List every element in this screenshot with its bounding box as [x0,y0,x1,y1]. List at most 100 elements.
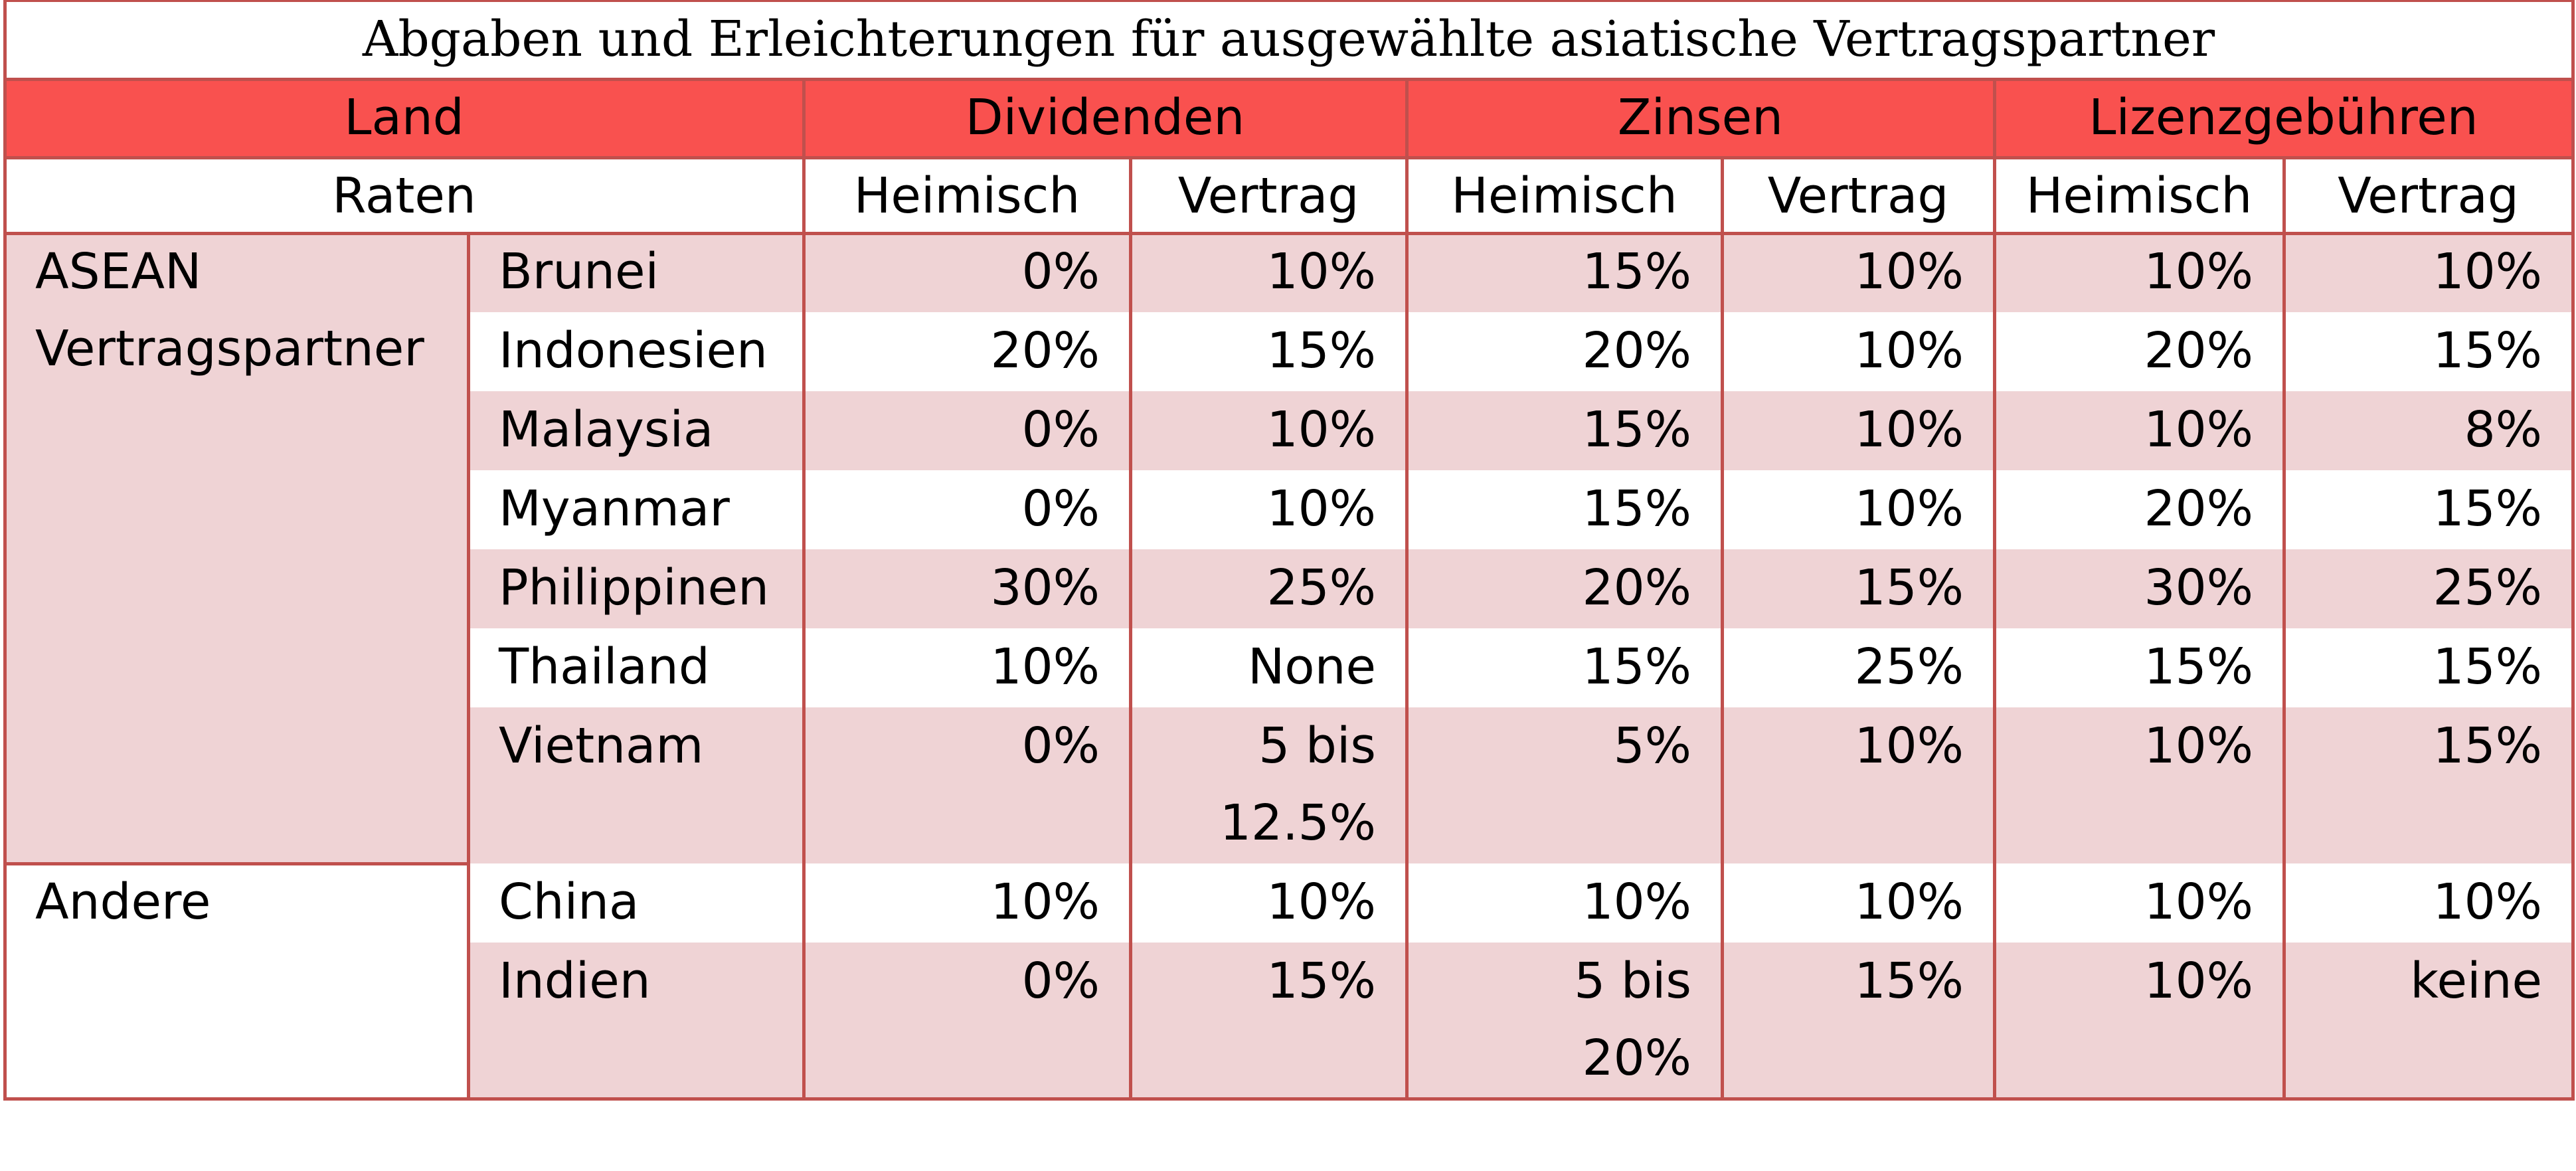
rates-label: Raten [5,157,804,233]
rate: 10% [2144,873,2253,931]
column-header: Vertrag [1722,157,1994,233]
rate: 15% [1266,952,1376,1010]
row-bg [468,863,2573,943]
group-name: Andere [5,863,468,1099]
rule [2282,155,2286,1101]
rate: 15% [1854,952,1964,1010]
row-bg [468,707,2573,863]
rate: 8% [2464,401,2542,458]
rate: 15% [2433,638,2542,695]
column-header: Heimisch [1407,157,1722,233]
row-bg [468,312,2573,391]
column-header: Vertrag [1130,157,1407,233]
rate: 30% [990,559,1100,616]
rate: 5 bis 12.5% [1219,717,1376,852]
rate: 10% [2144,401,2253,458]
rate: 10% [1854,322,1964,379]
row-bg [468,549,2573,628]
column-header: Vertrag [2284,157,2573,233]
rule [3,0,2575,2]
rate: 15% [2433,480,2542,537]
rate: 10% [1266,480,1376,537]
rule [1720,155,1724,1101]
rate: 10% [990,638,1100,695]
group-name: ASEAN Vertragspartner [5,233,468,863]
row-bg [468,470,2573,549]
rule [3,0,7,1101]
rate: 10% [2144,243,2253,300]
rate: 15% [1582,638,1691,695]
row-bg [468,628,2573,707]
rate: 0% [1021,952,1100,1010]
rate: 20% [1582,559,1691,616]
group-header: Dividenden [804,79,1407,157]
country: Brunei [499,243,659,300]
rate: 15% [2433,717,2542,774]
rate: 20% [2144,322,2253,379]
country: Malaysia [499,401,714,458]
rate: 0% [1021,401,1100,458]
rate: 10% [2144,717,2253,774]
rate: 0% [1021,480,1100,537]
country: Philippinen [499,559,770,616]
column-header: Heimisch [1994,157,2284,233]
rate: 15% [1266,322,1376,379]
rule [3,231,2575,235]
rate: 15% [1854,559,1964,616]
rule [1405,77,1409,1101]
rate: 25% [2433,559,2542,616]
group-header: Zinsen [1407,79,1994,157]
rule [3,1097,2575,1101]
rate: 10% [1266,243,1376,300]
rate: 25% [1854,638,1964,695]
rate: 5% [1613,717,1691,774]
row-bg [468,943,2573,1099]
rate: 25% [1266,559,1376,616]
group-header: Lizenzgebühren [1994,79,2573,157]
rate: 30% [2144,559,2253,616]
group-header: Land [5,79,804,157]
row-bg [468,391,2573,470]
rate: 10% [1266,401,1376,458]
rule [2571,0,2575,1101]
rate: 15% [1582,243,1691,300]
rate: 10% [1854,717,1964,774]
rate: 20% [990,322,1100,379]
rate: 10% [1854,243,1964,300]
rate: 0% [1021,717,1100,774]
title: Abgaben und Erleichterungen für ausgewäh… [5,0,2573,79]
row-bg [468,233,2573,312]
rate: 10% [1266,873,1376,931]
rule [1992,77,1996,1101]
rate: 10% [1582,873,1691,931]
rule [802,77,806,1101]
rule [466,231,470,1101]
country: Thailand [499,638,710,695]
rate: 10% [2433,873,2542,931]
country: Indien [499,952,651,1010]
rate: None [1247,638,1376,695]
rate: 15% [1582,480,1691,537]
country: Indonesien [499,322,768,379]
rate: 20% [1582,322,1691,379]
rate: 10% [1854,873,1964,931]
column-header: Heimisch [804,157,1130,233]
rate: 0% [1021,243,1100,300]
rate: 15% [2433,322,2542,379]
rate: 10% [1854,401,1964,458]
rate: 15% [1582,401,1691,458]
rate: 10% [990,873,1100,931]
rate: 15% [2144,638,2253,695]
rule [1128,155,1132,1101]
country: Myanmar [499,480,730,537]
rate: 10% [2433,243,2542,300]
rule [3,77,2575,81]
country: Vietnam [499,717,704,774]
rate: 20% [2144,480,2253,537]
rate: 10% [2144,952,2253,1010]
rate: 5 bis 20% [1574,952,1691,1087]
rate: keine [2410,952,2542,1010]
rule [3,861,470,865]
rate: 10% [1854,480,1964,537]
